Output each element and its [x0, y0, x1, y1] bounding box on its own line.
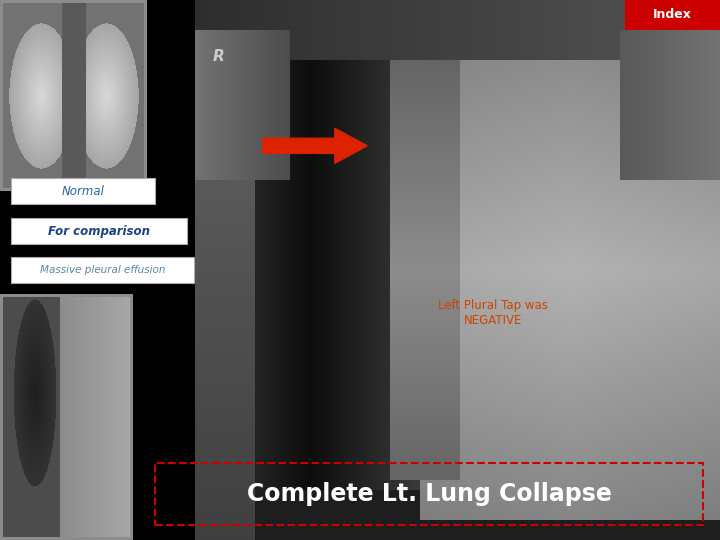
Text: Complete Lt. Lung Collapse: Complete Lt. Lung Collapse	[247, 482, 611, 506]
Text: Massive pleural effusion: Massive pleural effusion	[40, 265, 166, 275]
Text: Index: Index	[653, 8, 692, 22]
Bar	[11, 257, 194, 283]
Bar	[11, 218, 187, 244]
Text: Normal: Normal	[61, 185, 104, 198]
Bar	[155, 463, 703, 525]
Bar	[11, 178, 155, 204]
Text: R: R	[212, 49, 224, 64]
Bar	[625, 0, 720, 30]
FancyArrow shape	[263, 128, 367, 163]
Text: For comparison: For comparison	[48, 225, 150, 238]
Text: Left Plural Tap was
NEGATIVE: Left Plural Tap was NEGATIVE	[438, 299, 548, 327]
